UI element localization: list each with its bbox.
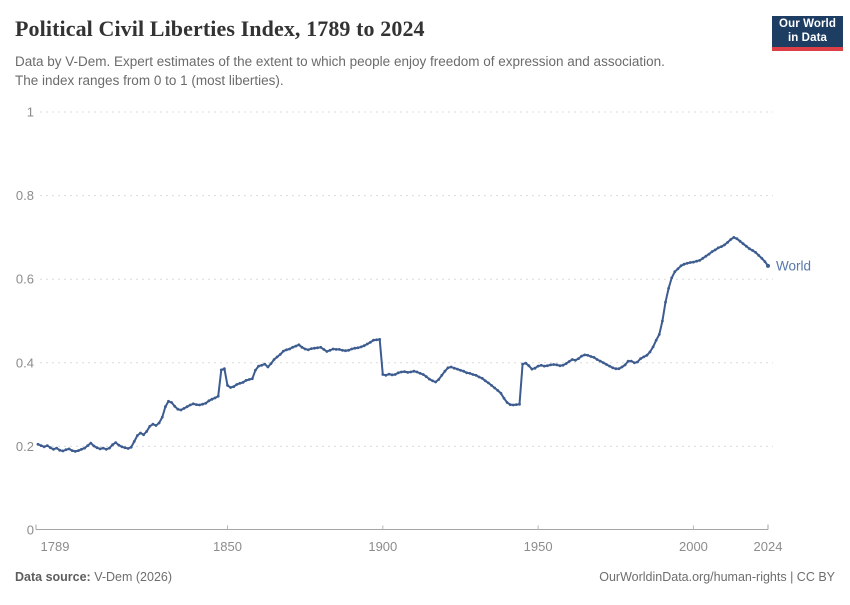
y-axis-label: 0.4 — [16, 355, 34, 370]
subtitle-line-1: Data by V-Dem. Expert estimates of the e… — [15, 54, 665, 69]
data-source-label: Data source: — [15, 570, 91, 584]
x-axis: 1789 1850 1900 1950 2000 2024 — [35, 524, 783, 554]
x-axis-label: 2024 — [754, 539, 783, 554]
gridlines: 0 0.2 0.4 0.6 0.8 1 — [16, 105, 773, 538]
series-line — [37, 236, 769, 453]
y-axis-label: 0 — [27, 523, 34, 538]
y-axis-label: 1 — [27, 105, 34, 120]
x-axis-label: 1789 — [41, 539, 70, 554]
owid-logo: Our World in Data — [772, 16, 843, 51]
x-axis-label: 2000 — [679, 539, 708, 554]
subtitle-line-2: The index ranges from 0 to 1 (most liber… — [15, 73, 284, 88]
y-axis-label: 0.2 — [16, 439, 34, 454]
series-end-label: World — [776, 258, 811, 273]
chart-footer: Data source: V-Dem (2026) OurWorldinData… — [15, 568, 835, 586]
owid-cc-link[interactable]: OurWorldinData.org/human-rights | CC BY — [599, 570, 835, 584]
data-source-value: V-Dem (2026) — [90, 570, 173, 584]
x-axis-label: 1900 — [368, 539, 397, 554]
chart-subtitle: Data by V-Dem. Expert estimates of the e… — [15, 52, 735, 90]
series-world: World — [36, 236, 811, 453]
x-axis-label: 1850 — [213, 539, 242, 554]
data-source: Data source: V-Dem (2026) — [15, 570, 172, 584]
x-axis-label: 1950 — [524, 539, 553, 554]
owid-logo-line2: in Data — [787, 31, 828, 44]
y-axis-label: 0.6 — [16, 272, 34, 287]
page-title: Political Civil Liberties Index, 1789 to… — [15, 16, 425, 41]
owid-logo-line1: Our World — [779, 18, 836, 30]
y-axis-label: 0.8 — [16, 188, 34, 203]
